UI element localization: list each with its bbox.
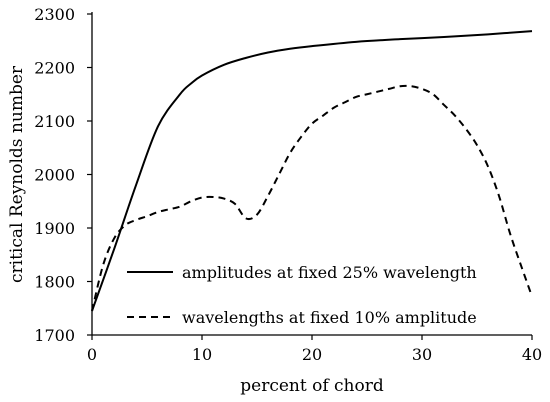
- series-layer: [91, 30, 533, 312]
- y-tick-label: 2200: [34, 59, 75, 78]
- series-line-2: [91, 84, 533, 312]
- axes: 0 10 20 30 40 1700 1800 1900 2000 2100 2200 2300: [34, 5, 542, 364]
- series-line-1: [91, 30, 533, 312]
- y-tick-label: 2000: [34, 166, 75, 185]
- legend-label-1: amplitudes at fixed 25% wavelength: [182, 263, 477, 282]
- legend: amplitudes at fixed 25% wavelength wavele…: [127, 263, 477, 327]
- y-tick-label: 1800: [34, 273, 75, 292]
- legend-label-2: wavelengths at fixed 10% amplitude: [182, 308, 477, 327]
- y-tick-label: 1900: [34, 219, 75, 238]
- y-axis-label: critical Reynolds number: [7, 65, 27, 283]
- x-tick-label: 40: [522, 345, 542, 364]
- x-tick-label: 0: [87, 345, 97, 364]
- y-tick-label: 1700: [34, 326, 75, 345]
- x-axis-label: percent of chord: [240, 376, 384, 396]
- x-tick-label: 20: [302, 345, 322, 364]
- y-tick-label: 2100: [34, 112, 75, 131]
- y-tick-label: 2300: [34, 5, 75, 24]
- x-tick-label: 10: [192, 345, 212, 364]
- x-tick-label: 30: [412, 345, 432, 364]
